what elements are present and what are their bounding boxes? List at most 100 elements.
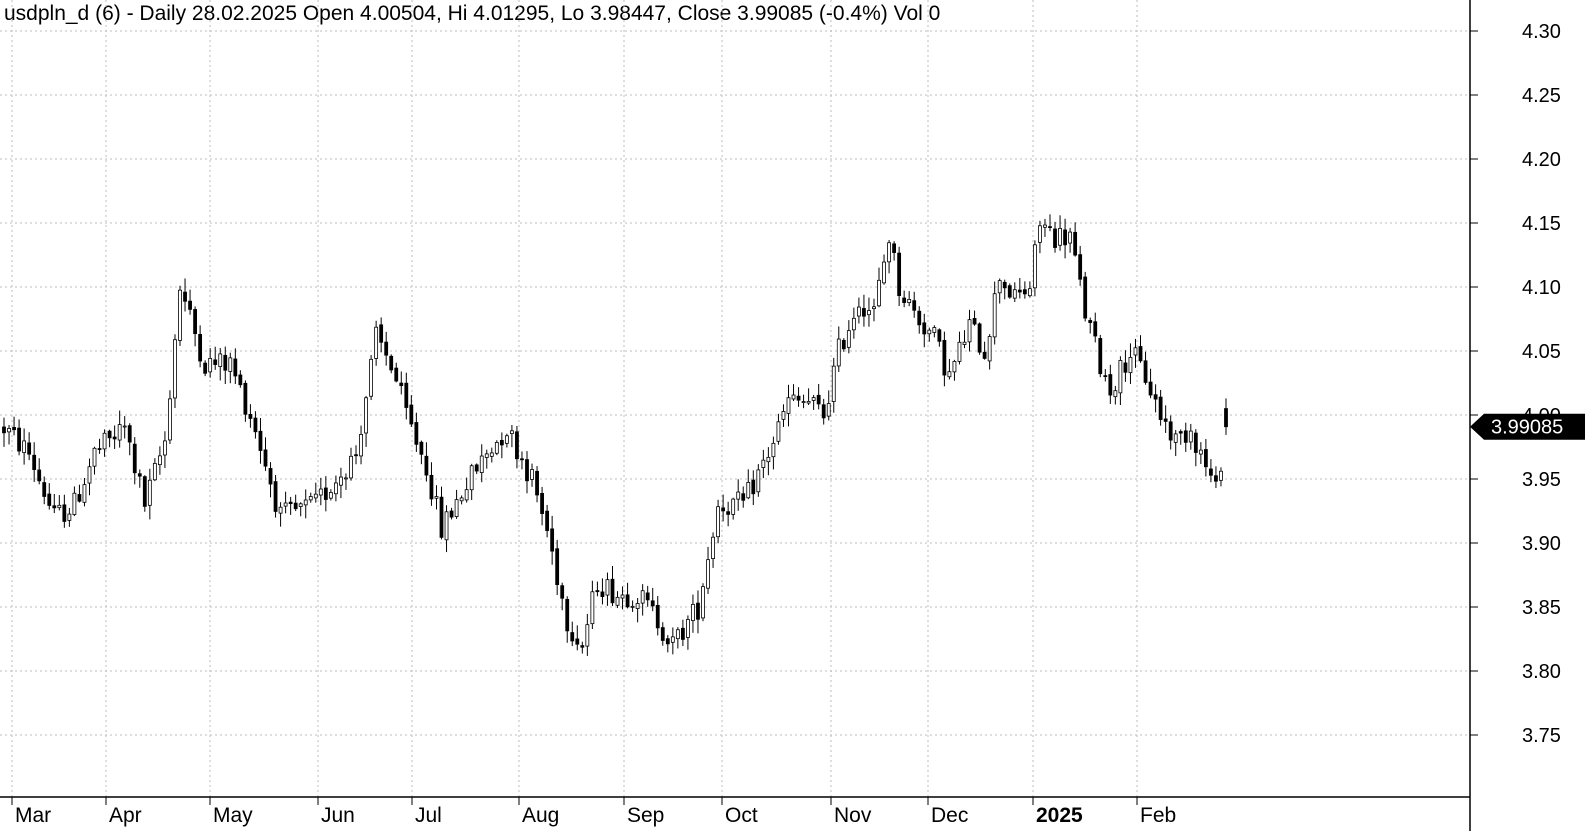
- candle-body: [1093, 321, 1098, 337]
- candle-body: [1002, 281, 1007, 289]
- candle-body: [379, 324, 384, 343]
- candle-body: [1103, 375, 1108, 378]
- time-tick-label: Apr: [109, 804, 142, 827]
- candle-body: [520, 458, 524, 461]
- candle-body: [389, 355, 394, 371]
- candle-body: [62, 504, 67, 522]
- candle-body: [168, 398, 172, 441]
- candle-body: [515, 431, 519, 460]
- candle-body: [887, 242, 891, 263]
- candle-body: [459, 497, 464, 502]
- candle-body: [997, 280, 1002, 294]
- candle-body: [741, 493, 746, 501]
- candle-body: [836, 338, 841, 367]
- candle-body: [957, 341, 962, 362]
- candle-body: [942, 339, 947, 376]
- candle-body: [877, 279, 881, 307]
- candle-body: [570, 632, 575, 642]
- candle-body: [157, 455, 162, 466]
- candle-body: [283, 502, 288, 507]
- candle-body: [263, 449, 268, 467]
- candle-body: [404, 382, 409, 408]
- candle-body: [1063, 229, 1067, 246]
- candle-body: [751, 479, 756, 495]
- candle-body: [640, 590, 645, 604]
- candle-body: [1198, 449, 1203, 455]
- candle-body: [1188, 430, 1193, 443]
- candle-body: [691, 603, 695, 622]
- candle-body: [1027, 288, 1032, 297]
- candle-body: [223, 354, 228, 371]
- candle-body: [1073, 231, 1078, 256]
- candle-body: [42, 482, 47, 497]
- candle-body: [374, 326, 379, 359]
- candle-body: [484, 453, 489, 458]
- candle-body: [1012, 289, 1017, 299]
- candle-body: [12, 427, 16, 431]
- candle-body: [530, 469, 534, 480]
- candle-body: [947, 371, 952, 378]
- candle-body: [198, 334, 203, 362]
- price-tick-label: 4.25: [1522, 85, 1561, 107]
- candle-body: [328, 492, 333, 499]
- candle-body: [841, 339, 846, 350]
- candle-body: [87, 466, 92, 484]
- candle-body: [434, 496, 439, 499]
- time-tick-label: Aug: [522, 804, 559, 827]
- candle-body: [7, 428, 11, 433]
- candle-body: [1158, 396, 1163, 420]
- candle-body: [967, 319, 972, 343]
- candle-body: [746, 482, 751, 499]
- candle-body: [369, 358, 374, 397]
- candle-body: [1022, 289, 1027, 295]
- candle-body: [600, 591, 605, 597]
- candle-body: [575, 638, 580, 645]
- candle-body: [721, 507, 726, 512]
- candle-body: [1168, 421, 1173, 441]
- candle-body: [308, 496, 313, 501]
- time-axis: Mar Apr May Jun Jul Aug Sep Oct Nov Dec 2025 Feb: [0, 796, 1470, 827]
- candle-body: [1209, 468, 1213, 476]
- candle-body: [731, 498, 736, 515]
- candle-body: [610, 578, 615, 604]
- candle-body: [736, 491, 741, 500]
- candle-body: [716, 506, 720, 538]
- candle-body: [545, 510, 550, 531]
- candle-body: [701, 586, 705, 619]
- candle-body: [510, 430, 514, 435]
- candle-body: [806, 401, 811, 404]
- candle-body: [786, 397, 791, 414]
- candle-body: [801, 401, 806, 403]
- time-tick-label: Jun: [321, 804, 355, 827]
- candle-body: [937, 329, 942, 342]
- candle-body: [364, 397, 368, 434]
- candle-body: [1048, 226, 1052, 228]
- candle-body: [1148, 381, 1153, 396]
- candle-body: [711, 536, 715, 559]
- candle-body: [826, 403, 831, 417]
- candle-body: [912, 300, 917, 311]
- price-tick-label: 4.15: [1522, 213, 1561, 235]
- candle-body: [776, 421, 781, 442]
- candle-body: [178, 289, 182, 341]
- time-tick-label: Mar: [15, 804, 51, 827]
- candle-body: [1173, 433, 1178, 443]
- candle-body: [72, 492, 77, 515]
- candle-body: [540, 492, 544, 514]
- candle-body: [962, 341, 967, 345]
- candle-body: [680, 627, 685, 640]
- candle-body: [228, 357, 233, 372]
- candle-body: [22, 440, 27, 453]
- candle-body: [620, 594, 625, 599]
- candle-body: [625, 594, 630, 608]
- candle-body: [203, 362, 208, 374]
- candle-body: [595, 590, 600, 593]
- candle-body: [872, 306, 876, 310]
- candle-body: [218, 353, 223, 368]
- price-tick-label: 4.10: [1522, 277, 1561, 299]
- candle-body: [409, 404, 414, 425]
- candle-body: [726, 511, 731, 515]
- candle-body: [525, 459, 529, 482]
- candle-body: [851, 317, 856, 331]
- candle-body: [1133, 347, 1138, 356]
